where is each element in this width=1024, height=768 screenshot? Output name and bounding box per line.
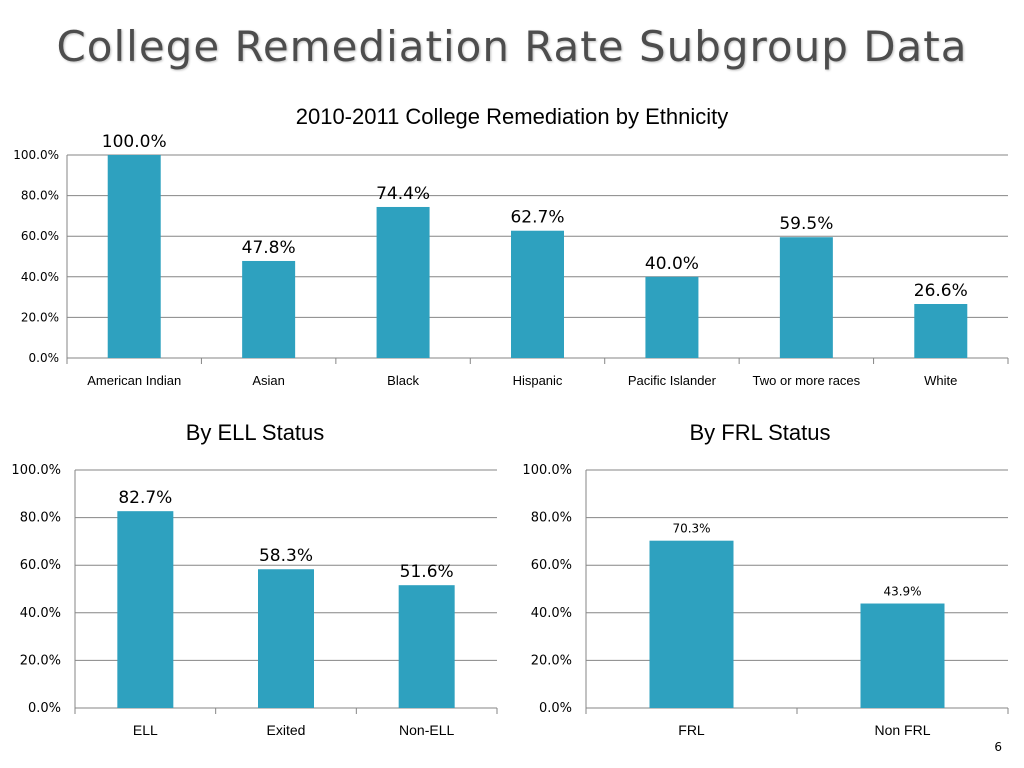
ell-data-label: 58.3% [259,546,313,566]
frl-y-tick-label: 100.0% [522,463,572,478]
ethnicity-category-label: Hispanic [513,373,563,388]
ethnicity-bar [779,237,833,358]
ethnicity-bar [645,276,699,358]
ethnicity-bar [107,155,161,358]
ethnicity-category-label: Two or more races [753,373,861,388]
ethnicity-data-label: 26.6% [914,281,968,301]
ethnicity-category-label: Pacific Islander [628,373,717,388]
ell-category-label: Exited [267,722,306,738]
ell-y-tick-label: 40.0% [20,606,61,621]
frl-data-label: 70.3% [672,522,710,536]
ethnicity-y-tick-label: 40.0% [21,270,59,284]
ethnicity-category-label: American Indian [87,373,181,388]
ethnicity-category-label: White [924,373,957,388]
ell-y-tick-label: 80.0% [20,511,61,526]
frl-y-tick-label: 60.0% [531,558,572,573]
frl-bar [860,603,945,708]
ethnicity-y-tick-label: 60.0% [21,229,59,243]
ethnicity-bar [914,304,968,358]
frl-category-label: FRL [678,722,705,738]
ell-y-tick-label: 100.0% [11,463,61,478]
ell-y-tick-label: 0.0% [28,701,61,716]
ell-data-label: 51.6% [400,562,454,582]
frl-category-label: Non FRL [874,722,930,738]
ethnicity-y-tick-label: 20.0% [21,310,59,324]
ell-y-tick-label: 20.0% [20,653,61,668]
frl-y-tick-label: 40.0% [531,606,572,621]
frl-y-tick-label: 0.0% [539,701,572,716]
ethnicity-bar [376,206,430,358]
ell-chart: 0.0% 20.0% 40.0% 60.0% 80.0% 100.0% 82.7% ELL 58… [11,463,498,738]
ethnicity-y-tick-label: 80.0% [21,189,59,203]
ethnicity-data-label: 40.0% [645,254,699,274]
frl-chart-title: By FRL Status [689,420,831,445]
ell-chart-title: By ELL Status [185,420,325,445]
frl-y-tick-label: 20.0% [531,653,572,668]
page-number: 6 [994,740,1002,754]
ethnicity-data-label: 74.4% [376,184,430,204]
ethnicity-data-label: 47.8% [242,238,296,258]
ethnicity-bar [511,230,564,358]
ethnicity-category-label: Asian [252,373,285,388]
ethnicity-y-tick-label: 100.0% [13,148,59,162]
frl-chart: 0.0% 20.0% 40.0% 60.0% 80.0% 100.0% 70.3% FRL 43… [522,463,1009,738]
frl-bar [649,540,734,708]
ethnicity-data-label: 59.5% [779,214,833,234]
ell-category-label: Non-ELL [399,722,454,738]
ell-bar [117,511,174,708]
ethnicity-bar [242,260,296,358]
ethnicity-data-label: 62.7% [510,208,564,228]
ell-data-label: 82.7% [118,488,172,508]
ethnicity-data-label: 100.0% [102,132,167,152]
frl-y-tick-label: 80.0% [531,511,572,526]
frl-data-label: 43.9% [883,585,921,599]
ell-bar [398,585,455,708]
ell-category-label: ELL [133,722,158,738]
slide-title: College Remediation Rate Subgroup Data [56,22,968,71]
ethnicity-chart-title: 2010-2011 College Remediation by Ethnici… [295,104,729,129]
ell-y-tick-label: 60.0% [20,558,61,573]
ethnicity-category-label: Black [387,373,419,388]
ethnicity-y-tick-label: 0.0% [29,351,60,365]
ell-bar [258,569,314,708]
ethnicity-chart: 0.0% 20.0% 40.0% 60.0% 80.0% 100.0% 100.0% Amer… [13,132,1009,388]
